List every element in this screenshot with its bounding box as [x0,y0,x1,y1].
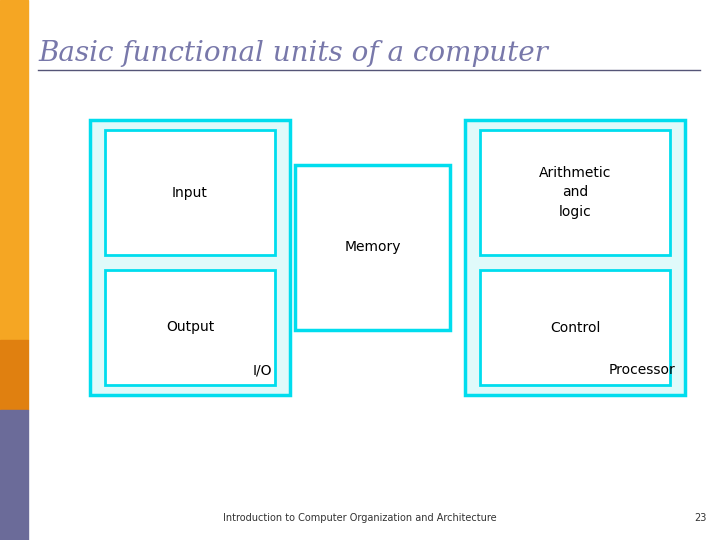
Text: 23: 23 [694,513,706,523]
Bar [0,0,28,340]
Text: I/O: I/O [253,363,272,377]
Bar [465,120,685,395]
Bar [295,165,450,330]
Bar [0,340,28,410]
Text: Introduction to Computer Organization and Architecture: Introduction to Computer Organization an… [223,513,497,523]
Text: Basic functional units of a computer: Basic functional units of a computer [38,40,548,67]
Text: Processor: Processor [608,363,675,377]
Text: Output: Output [166,321,214,334]
Text: Memory: Memory [344,240,401,254]
Bar [90,120,290,395]
Bar [0,410,28,540]
Text: Control: Control [550,321,600,334]
Bar [480,270,670,385]
Bar [105,270,275,385]
Text: Input: Input [172,186,208,199]
Text: Arithmetic
and
logic: Arithmetic and logic [539,166,611,219]
Bar [105,130,275,255]
Bar [480,130,670,255]
